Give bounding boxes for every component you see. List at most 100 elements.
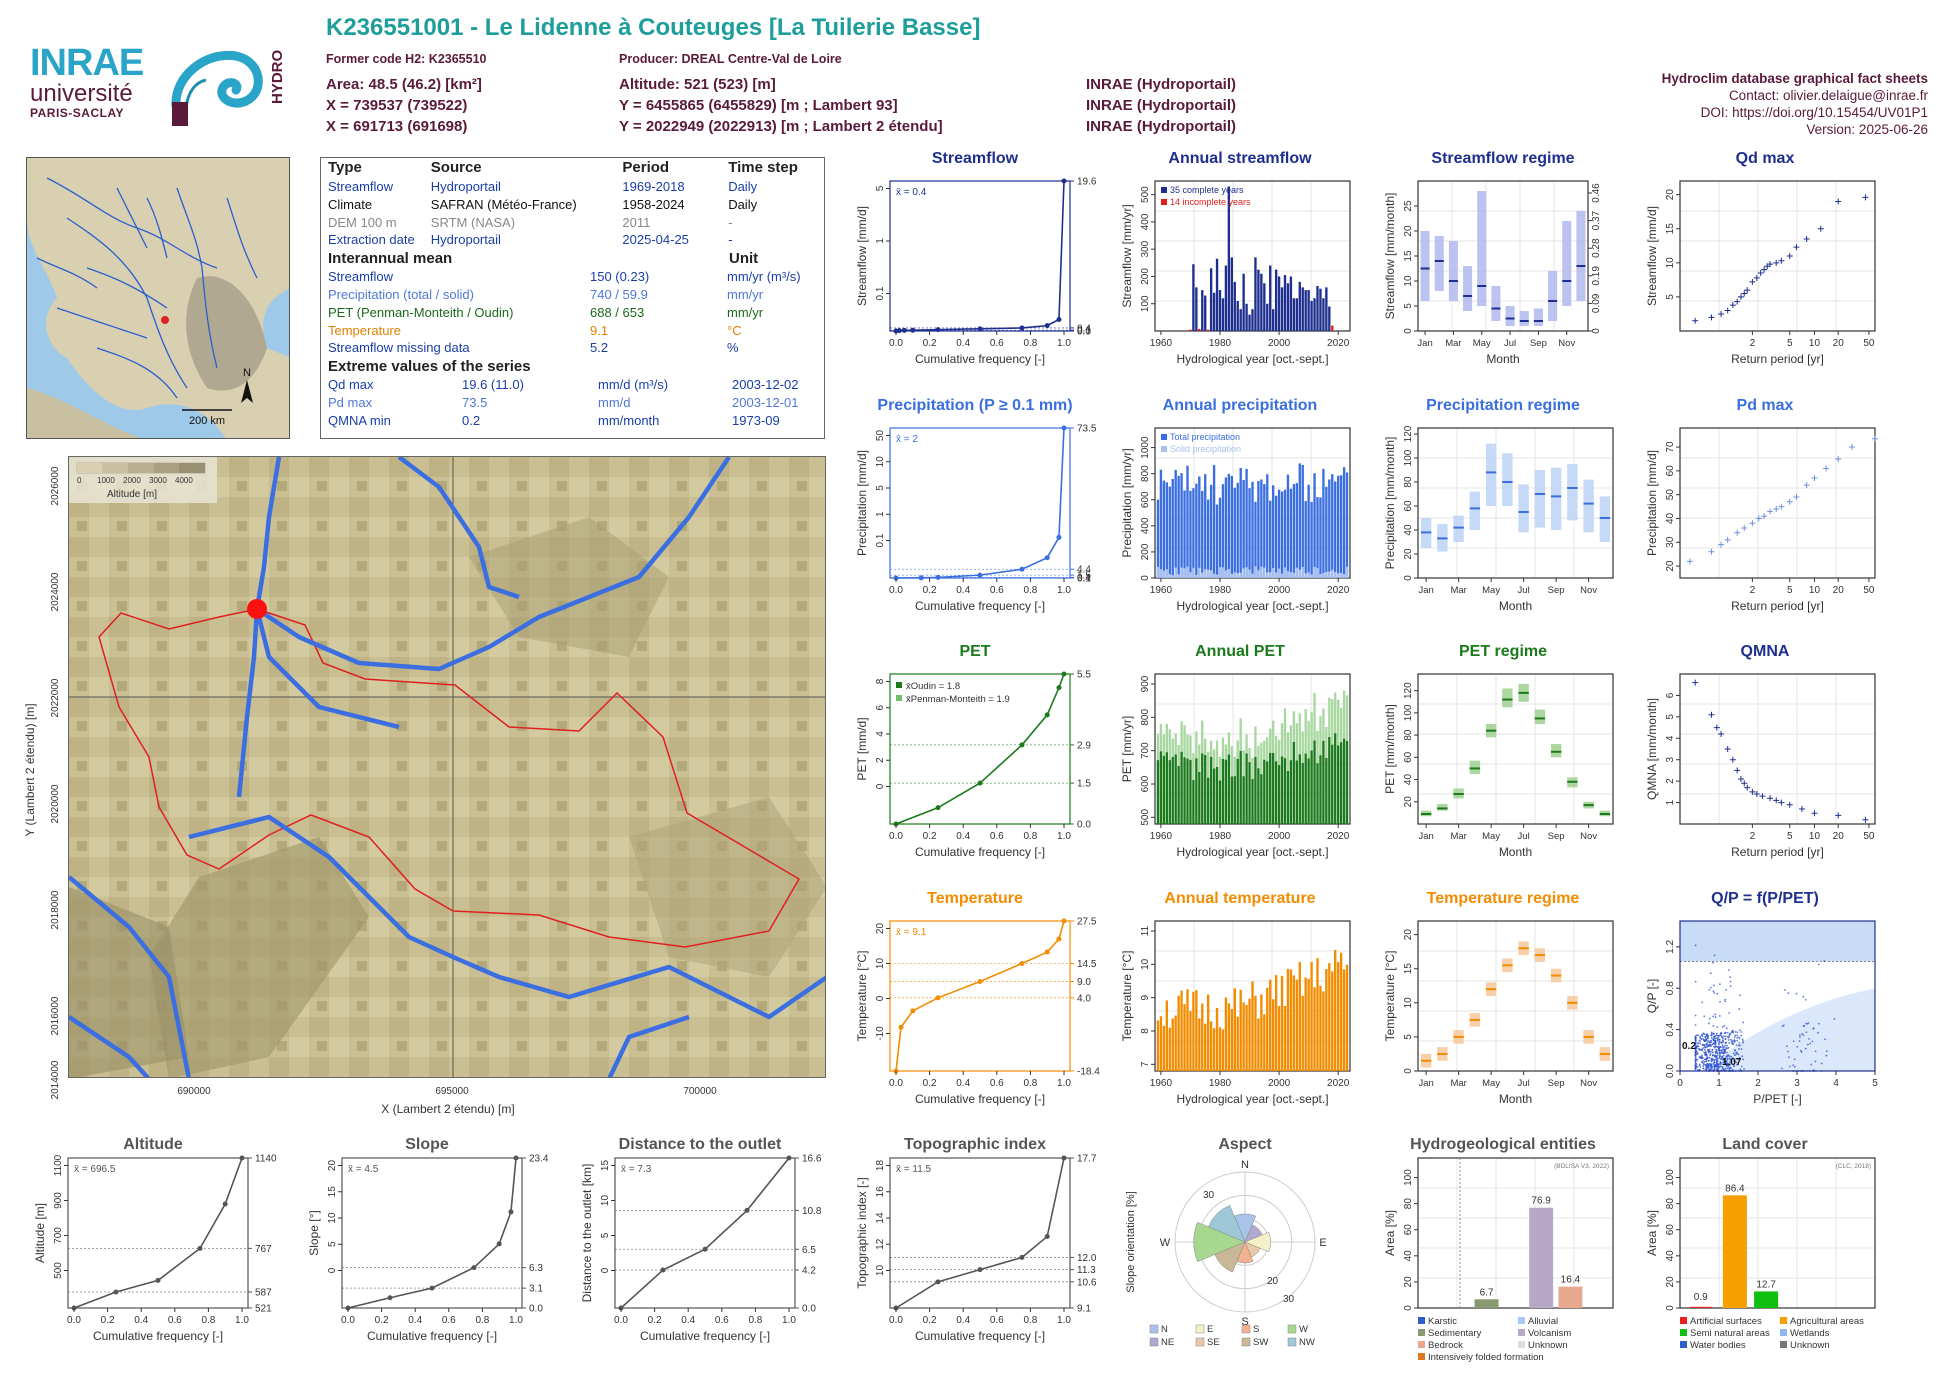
- x-tick-label: 20: [1833, 585, 1845, 596]
- y-axis-label: Temperature [°C]: [1383, 951, 1397, 1042]
- col-source: Source: [430, 159, 482, 176]
- bar: [1218, 756, 1222, 781]
- right-tick-label: 23.4: [529, 1154, 549, 1165]
- bar: [1304, 290, 1307, 331]
- bar: [1342, 969, 1346, 1071]
- bar: [1292, 711, 1296, 742]
- y-axis-label: Streamflow [mm/month]: [1383, 193, 1397, 320]
- y-axis-label: PET [mm/yr]: [1120, 716, 1134, 782]
- right-tick-label: 1.5: [1077, 779, 1091, 790]
- data-point: [1724, 1044, 1727, 1047]
- data-point: [1732, 1052, 1735, 1055]
- bar: [1310, 711, 1313, 751]
- bar: [1313, 693, 1316, 741]
- bar: [1263, 740, 1266, 760]
- y-tick-label: 0.1: [875, 533, 886, 547]
- bar: [1248, 569, 1251, 578]
- bar: [1301, 731, 1304, 763]
- bar: [1257, 570, 1260, 578]
- bar: [1239, 989, 1242, 1071]
- bar: [1322, 468, 1325, 578]
- bar: [1168, 729, 1171, 761]
- data-point: [1705, 1039, 1708, 1042]
- data-point: [1708, 1045, 1711, 1047]
- data-point: [1707, 1044, 1709, 1047]
- doi-link[interactable]: DOI: https://doi.org/10.15454/UV01P1: [1700, 105, 1928, 120]
- bar: [1221, 484, 1225, 578]
- bar: [1319, 573, 1322, 578]
- data-point: [1806, 1022, 1809, 1025]
- bar: [1189, 329, 1192, 331]
- y-tick: 2026000: [50, 466, 61, 505]
- y-tick-label: 20: [1403, 225, 1414, 237]
- precip-cdf-title: Precipitation (P ≥ 0.1 mm): [877, 397, 1073, 414]
- data-point: [1741, 290, 1748, 297]
- legend-label: Semi natural areas: [1690, 1328, 1770, 1339]
- bar: [1233, 572, 1236, 578]
- bar: [1224, 997, 1228, 1071]
- bar: [1313, 987, 1316, 1071]
- cdf-point: [1019, 960, 1025, 966]
- bar: [1215, 258, 1219, 331]
- legend-swatch: [1418, 1329, 1425, 1336]
- bar: [1263, 567, 1266, 578]
- plot-frame: [1679, 920, 1876, 1072]
- bar: [1218, 567, 1222, 578]
- qp-ppet-title: Q/P = f(P/PET): [1711, 890, 1819, 907]
- cell-value: 150 (0.23): [590, 269, 650, 285]
- data-point: [1705, 1060, 1707, 1063]
- bar: [1251, 573, 1254, 578]
- bar: [1233, 988, 1236, 1071]
- y-tick-label: 20: [1665, 189, 1676, 201]
- legend-label: Artificial surfaces: [1690, 1316, 1762, 1327]
- annual-pet-chart: 1960 1980 2000 2020 500 600 700 800 900 Hydrologi…: [1120, 673, 1351, 859]
- bar: [1334, 733, 1337, 824]
- annotation-label: 0.2: [1682, 1041, 1696, 1052]
- data-point: [1702, 1065, 1704, 1067]
- x-tick-label: 0.0: [889, 1315, 903, 1326]
- y-tick-label: 60: [1403, 751, 1414, 763]
- bar: [1307, 572, 1310, 578]
- y-tick-label: 600: [1140, 775, 1151, 792]
- data-point: [1716, 1059, 1718, 1061]
- x-tick-label: 0.2: [648, 1315, 662, 1326]
- data-point: [1723, 1024, 1726, 1027]
- data-point: [1697, 1045, 1700, 1048]
- pd-max-title: Pd max: [1736, 397, 1794, 414]
- data-point: [1686, 558, 1693, 565]
- bar: [1239, 572, 1242, 578]
- bar: [1689, 1306, 1712, 1308]
- data-point: [1713, 724, 1720, 731]
- cell-unit: mm/d: [598, 394, 631, 410]
- data-point: [1823, 465, 1830, 472]
- bar: [1224, 265, 1228, 331]
- cell-variable: QMNA min: [328, 412, 391, 428]
- bar: [1198, 1018, 1201, 1071]
- data-point: [1718, 1049, 1721, 1052]
- contact-link[interactable]: Contact: olivier.delaigue@inrae.fr: [1728, 88, 1928, 103]
- data-point: [1707, 1063, 1710, 1065]
- bar: [1242, 273, 1245, 331]
- data-point: [1713, 1061, 1716, 1064]
- right-tick-label: 4.4: [1077, 565, 1091, 576]
- data-point: [1697, 1034, 1700, 1037]
- north-arrow-icon: [241, 380, 253, 403]
- data-point: [1703, 1046, 1706, 1049]
- bar: [1301, 566, 1304, 578]
- cdf-point: [1061, 918, 1067, 924]
- right-tick-label: -18.4: [1077, 1067, 1100, 1078]
- data-point: [1804, 998, 1807, 1001]
- y-axis-label: Precipitation [mm/month]: [1383, 437, 1397, 570]
- y-tick-label: 10: [1403, 275, 1414, 287]
- data-point: [1833, 1018, 1836, 1020]
- data-point: [1820, 1062, 1823, 1065]
- bar: [1227, 186, 1231, 331]
- data-point: [1710, 1031, 1713, 1034]
- bar: [1286, 770, 1290, 824]
- bar: [1260, 566, 1263, 578]
- y-tick-label: 10: [327, 1212, 338, 1224]
- direction-label: E: [1319, 1237, 1326, 1249]
- cdf-point: [1019, 1254, 1025, 1260]
- y-tick-label: 6: [1665, 692, 1676, 698]
- y-tick-label: 100: [1403, 449, 1414, 466]
